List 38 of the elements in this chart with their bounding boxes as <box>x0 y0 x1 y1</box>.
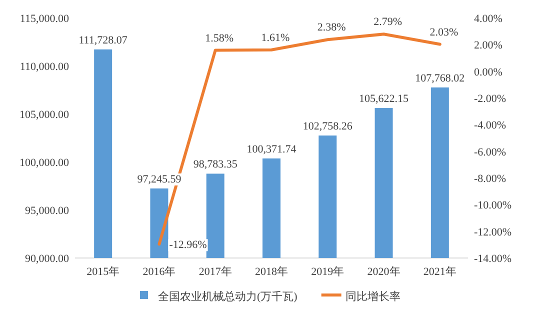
x-tick-label: 2015年 <box>86 266 120 278</box>
x-tick-label: 2016年 <box>142 266 176 278</box>
data-label: 2.03% <box>430 26 458 38</box>
y2-tick-label: -4.00% <box>474 120 506 132</box>
y-tick-label: 90,000.00 <box>25 253 70 265</box>
y-tick-label: 115,000.00 <box>20 13 70 25</box>
y-tick-label: 110,000.00 <box>20 61 70 73</box>
y2-tick-label: 4.00% <box>474 13 502 25</box>
data-label: 97,245.59 <box>137 173 182 186</box>
x-tick-label: 2020年 <box>367 266 400 278</box>
legend-label: 同比增长率 <box>345 290 400 303</box>
y2-tick-label: -6.00% <box>474 146 506 158</box>
data-label: 111,728.07 <box>78 34 128 46</box>
data-label: 102,758.26 <box>302 120 353 133</box>
data-label: 1.58% <box>205 32 234 44</box>
x-tick-label: 2021年 <box>423 266 456 278</box>
y2-tick-label: -8.00% <box>474 173 506 185</box>
y2-tick-label: -2.00% <box>474 93 506 105</box>
data-label: 105,622.15 <box>359 93 410 106</box>
data-label: 2.79% <box>374 16 402 28</box>
data-label: 2.38% <box>317 22 346 34</box>
data-label: 1.61% <box>261 32 290 44</box>
data-label: 98,783.35 <box>193 158 238 171</box>
y-tick-label: 100,000.00 <box>20 157 70 169</box>
y-tick-label: 95,000.00 <box>25 205 70 217</box>
x-tick-label: 2019年 <box>311 266 344 278</box>
y2-tick-label: -14.00% <box>474 253 512 265</box>
x-tick-label: 2018年 <box>255 266 288 278</box>
y2-tick-label: -12.00% <box>474 226 512 238</box>
y2-tick-label: 0.00% <box>474 66 502 78</box>
y2-tick-label: 2.00% <box>474 40 502 52</box>
y2-tick-label: -10.00% <box>474 200 512 212</box>
data-label: -12.96% <box>169 239 207 252</box>
x-tick-label: 2017年 <box>198 266 232 278</box>
data-label: 100,371.74 <box>246 143 297 156</box>
data-label: 107,768.02 <box>415 72 465 84</box>
y-tick-label: 105,000.00 <box>20 109 70 121</box>
legend-label: 全国农业机械总动力(万千瓦) <box>158 290 298 303</box>
